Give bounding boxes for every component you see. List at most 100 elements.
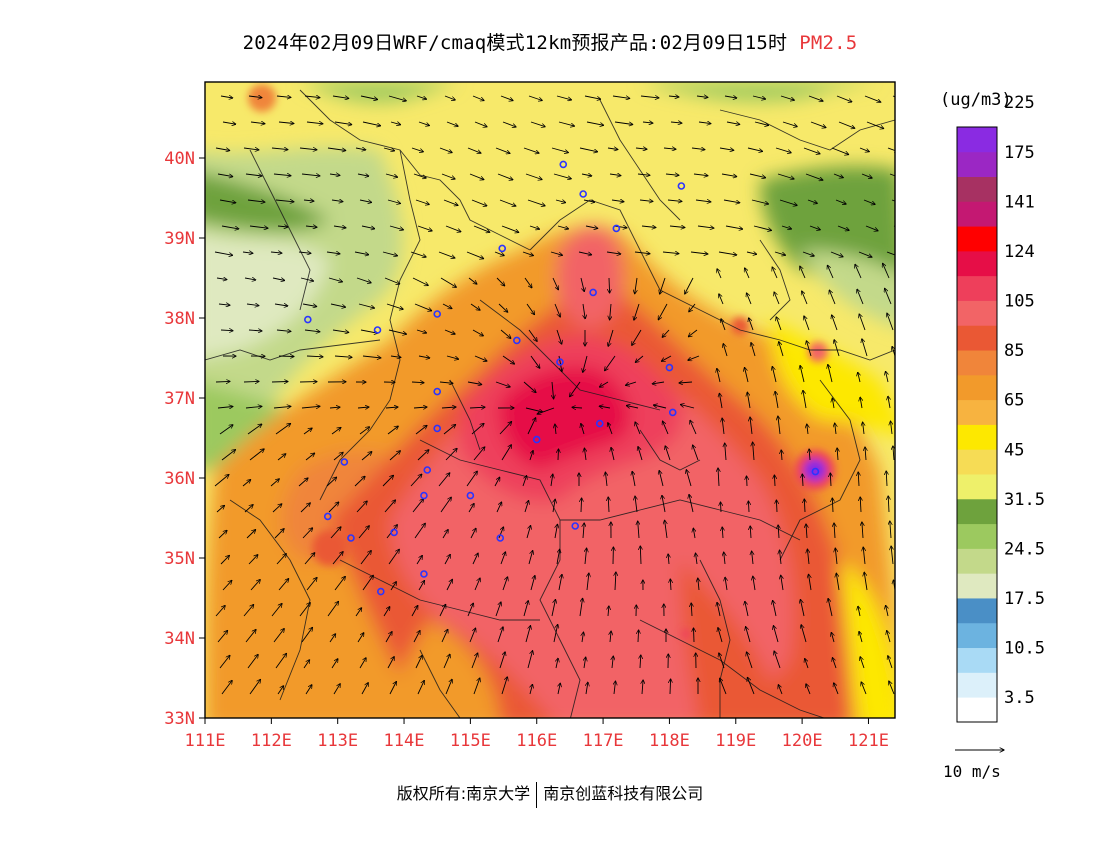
wind-arrow <box>584 657 586 669</box>
legend-swatch <box>957 226 997 252</box>
wind-arrow <box>250 580 260 591</box>
wind-arrow <box>685 277 694 294</box>
wind-arrow <box>635 422 641 435</box>
wind-arrow <box>495 381 510 387</box>
wind-arrow <box>579 147 598 152</box>
legend-unit: (ug/m3) <box>940 90 1012 110</box>
legend-label: 10.5 <box>1004 639 1045 659</box>
wind-arrow <box>611 200 624 202</box>
wind-arrow <box>637 174 650 175</box>
wind-arrow <box>662 329 670 337</box>
wind-arrow <box>303 660 310 669</box>
wind-arrow <box>218 304 230 305</box>
wind-arrow <box>270 479 279 487</box>
wind-arrow <box>328 502 339 513</box>
wind-arrow <box>416 556 422 565</box>
wind-arrow <box>555 200 566 203</box>
legend-swatch <box>957 474 997 500</box>
wind-arrow <box>471 423 484 435</box>
wind-arrow <box>836 95 852 102</box>
wind-arrow <box>501 225 519 232</box>
wind-arrow <box>886 251 895 256</box>
wind-arrow <box>558 121 575 126</box>
wind-arrow <box>306 356 323 357</box>
wind-arrow <box>774 251 786 255</box>
wind-arrow <box>389 682 396 695</box>
wind-arrow <box>747 677 755 695</box>
wind-arrow <box>724 96 737 98</box>
wind-arrow <box>299 603 310 617</box>
wind-arrow <box>275 424 291 435</box>
wind-arrow <box>782 121 797 127</box>
wind-arrow <box>385 632 392 643</box>
wind-arrow <box>446 355 459 359</box>
wind-arrow <box>608 423 613 435</box>
wind-arrow <box>642 680 643 695</box>
wind-arrow <box>473 225 490 232</box>
wind-scale-label: 10 m/s <box>943 762 1001 781</box>
wind-arrow <box>537 407 555 414</box>
wind-arrow <box>410 474 422 487</box>
wind-arrow <box>524 277 532 288</box>
wind-arrow <box>442 303 452 309</box>
wind-arrow <box>833 173 843 178</box>
wind-arrow <box>806 341 812 357</box>
wind-arrow <box>389 225 404 230</box>
wind-arrow <box>801 625 807 643</box>
wind-arrow <box>330 527 341 539</box>
wind-arrow <box>726 122 740 124</box>
wind-arrow <box>583 355 588 372</box>
wind-arrow <box>599 381 609 387</box>
wind-arrow <box>865 447 866 461</box>
wind-arrow <box>694 628 695 643</box>
wind-arrow <box>438 473 450 487</box>
wind-arrow <box>722 418 724 435</box>
wind-arrow <box>859 631 863 643</box>
legend-label: 175 <box>1004 143 1035 163</box>
wind-arrow <box>752 551 753 565</box>
wind-arrow <box>689 303 696 312</box>
wind-arrow <box>806 524 807 539</box>
wind-arrow <box>502 121 516 127</box>
wind-arrow <box>807 549 809 565</box>
wind-arrow <box>661 355 672 361</box>
map-title: 2024年02月09日WRF/cmaq模式12km预报产品:02月09日15时 P… <box>0 28 1100 55</box>
wind-arrow <box>864 95 881 102</box>
wind-arrow <box>665 174 679 175</box>
wind-arrow <box>753 442 754 461</box>
wind-arrow <box>773 626 779 643</box>
wind-arrow <box>639 200 653 201</box>
wind-arrow <box>556 549 560 565</box>
wind-arrow <box>611 447 615 461</box>
wind-arrow <box>718 468 719 487</box>
wind-arrow <box>278 356 294 357</box>
wind-arrow <box>439 382 453 383</box>
wind-arrow <box>415 425 427 435</box>
wind-arrow <box>247 654 258 669</box>
wind-arrow <box>303 428 312 435</box>
wind-arrow <box>413 173 426 178</box>
wind-arrow <box>751 199 769 204</box>
wind-arrow <box>362 356 381 358</box>
wind-arrow <box>834 340 840 357</box>
wind-arrow <box>572 407 583 408</box>
wind-arrow <box>441 173 455 179</box>
wind-arrow <box>635 277 637 294</box>
wind-arrow <box>329 634 336 643</box>
wind-arrow <box>382 475 394 487</box>
wind-arrow <box>721 173 737 177</box>
wind-arrow <box>640 546 641 565</box>
wind-arrow <box>635 148 647 149</box>
wind-arrow <box>835 423 836 435</box>
wind-arrow <box>216 505 225 513</box>
wind-arrow <box>387 426 398 435</box>
wind-arrow <box>272 278 285 281</box>
wind-arrow <box>522 251 533 256</box>
legend-swatch <box>957 548 997 574</box>
legend-swatch <box>957 498 997 525</box>
city-marker <box>390 528 398 537</box>
wind-arrow <box>721 319 726 331</box>
wind-arrow <box>417 225 432 231</box>
wind-arrow <box>444 95 455 100</box>
